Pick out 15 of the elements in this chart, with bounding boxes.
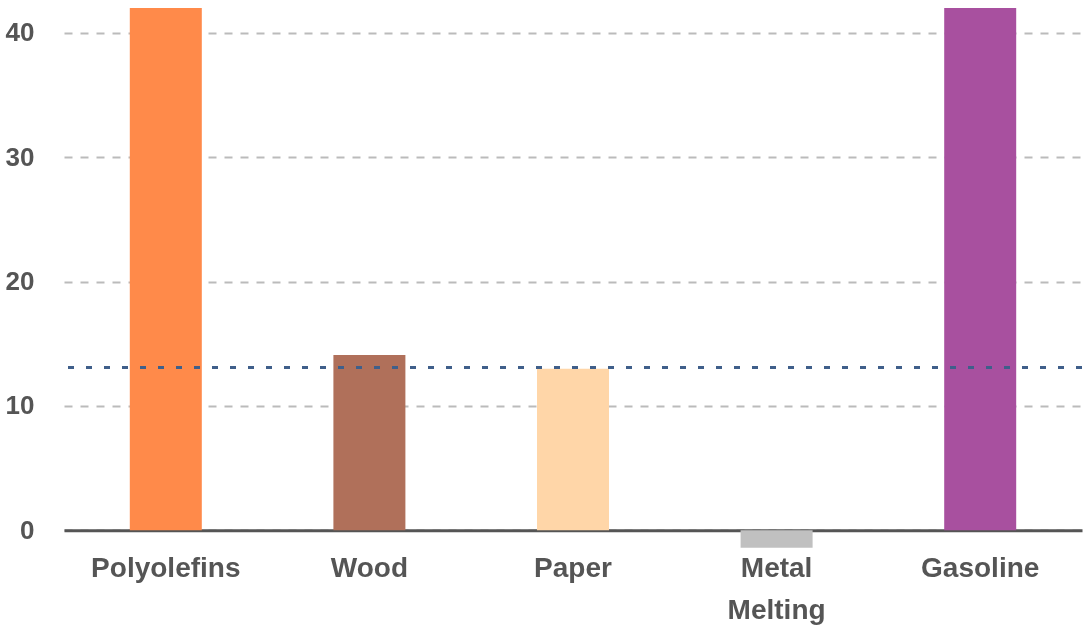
- y-tick-label: 10: [5, 390, 35, 421]
- x-tick-label: Metal Melting: [727, 551, 826, 625]
- bar: [740, 530, 813, 548]
- bar: [537, 368, 609, 531]
- x-tick-label: Polyolefins: [91, 551, 241, 583]
- bar: [333, 354, 406, 531]
- x-tick-label: Paper: [534, 551, 613, 583]
- y-tick-label: 0: [20, 514, 35, 545]
- x-tick-label: Gasoline: [921, 551, 1040, 583]
- x-tick-label: Wood: [330, 551, 409, 583]
- y-tick-label: 30: [5, 141, 35, 172]
- bar: [129, 8, 202, 531]
- y-tick-label: 20: [5, 266, 35, 297]
- y-tick-label: 40: [5, 17, 35, 48]
- bar: [944, 8, 1017, 531]
